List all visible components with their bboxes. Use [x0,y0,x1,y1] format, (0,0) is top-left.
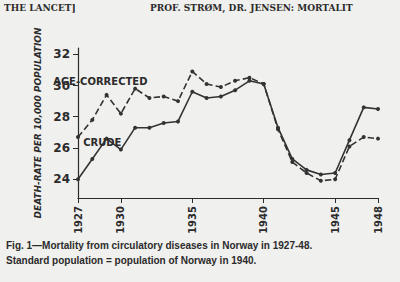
svg-text:CRUDE: CRUDE [83,137,121,148]
svg-text:1945: 1945 [330,206,341,234]
svg-text:28: 28 [53,110,70,124]
svg-text:PROF. STRØM, DR. JENSEN: MORTA: PROF. STRØM, DR. JENSEN: MORTALIT [150,3,353,14]
svg-text:1948: 1948 [373,206,384,234]
svg-text:1930: 1930 [115,206,126,234]
svg-text:Standard population = populati: Standard population = population of Norw… [6,255,257,266]
svg-text:1935: 1935 [187,206,198,234]
svg-text:1940: 1940 [258,206,269,234]
svg-text:32: 32 [53,47,70,61]
svg-text:DEATH-RATE PER 10,000 POPULATI: DEATH-RATE PER 10,000 POPULATION [33,27,43,218]
svg-text:THE LANCET]: THE LANCET] [4,3,76,13]
svg-text:24: 24 [53,172,70,186]
svg-text:AGE-CORRECTED: AGE-CORRECTED [53,76,147,87]
svg-text:Fig. 1—Mortality from circulat: Fig. 1—Mortality from circulatory diseas… [6,240,312,251]
svg-text:26: 26 [53,141,70,155]
svg-text:1927: 1927 [73,206,84,234]
